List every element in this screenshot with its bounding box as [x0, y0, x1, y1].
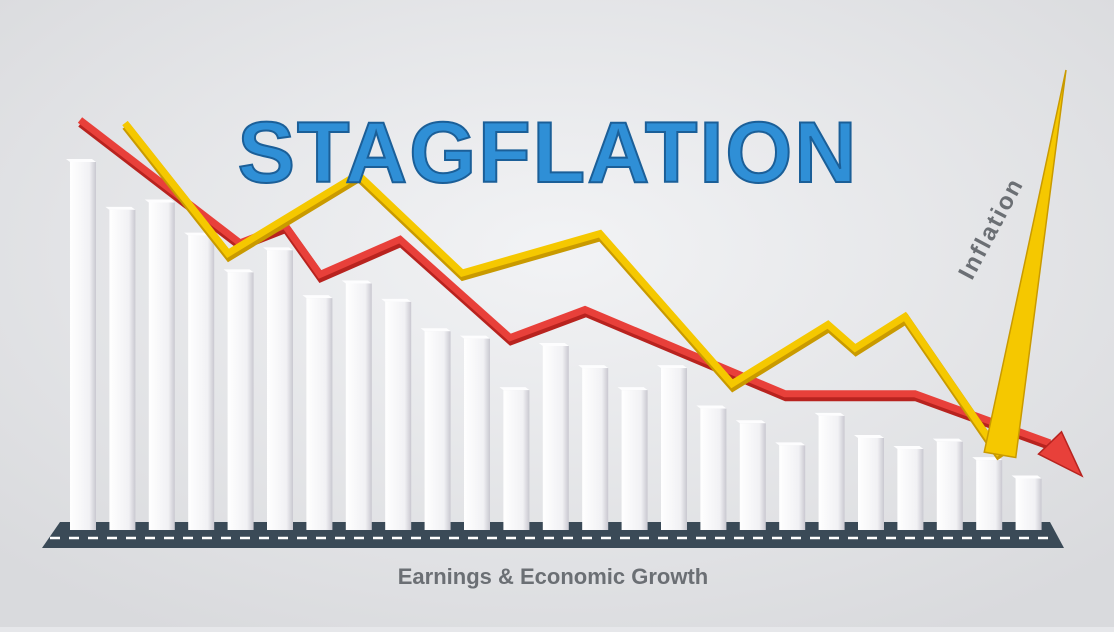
inflation-line-arrowhead: [983, 69, 1067, 459]
bar: [814, 412, 845, 530]
chart-title: STAGFLATION: [238, 105, 859, 201]
bar: [972, 457, 1003, 530]
bar: [184, 232, 215, 530]
bar: [578, 365, 609, 530]
bar: [66, 159, 96, 530]
x-axis-label: Earnings & Economic Growth: [398, 564, 708, 589]
bar: [696, 405, 727, 530]
bar: [854, 435, 884, 530]
red-line-arrowhead: [1037, 430, 1084, 478]
bar: [657, 365, 687, 530]
bar: [381, 298, 412, 530]
bar: [223, 269, 254, 530]
bar: [499, 387, 530, 530]
bar: [105, 206, 136, 530]
bar: [263, 247, 293, 530]
bar: [893, 446, 924, 530]
bar: [538, 343, 569, 530]
bar: [341, 280, 372, 530]
bar: [932, 438, 963, 530]
bar: [735, 420, 766, 530]
bar: [775, 442, 806, 530]
bar: [617, 387, 648, 530]
bar: [144, 199, 175, 531]
bar: [302, 295, 333, 530]
inflation-line: [122, 120, 1003, 457]
bar: [460, 335, 490, 530]
bar: [420, 328, 451, 530]
chart-platform: [42, 522, 1064, 548]
bar: [1011, 475, 1042, 530]
